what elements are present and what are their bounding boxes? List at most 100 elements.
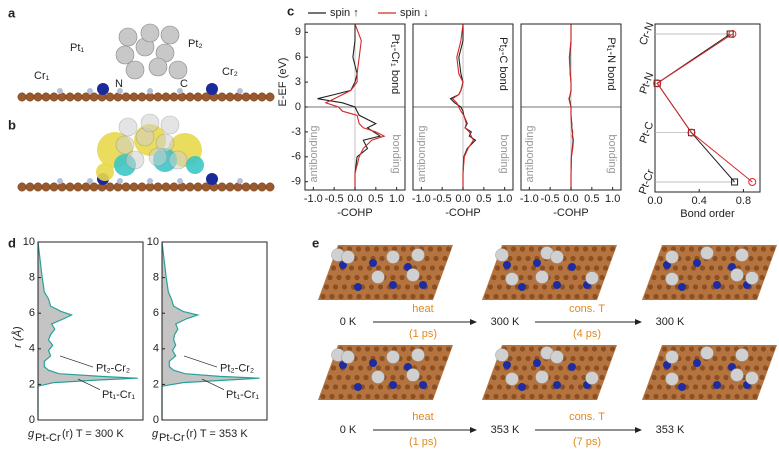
atom	[556, 293, 562, 300]
atom	[681, 365, 688, 371]
atom	[177, 178, 183, 184]
atom	[529, 293, 535, 300]
atom	[129, 182, 139, 192]
step-label: heat	[412, 303, 433, 315]
atom	[113, 182, 123, 192]
atom	[390, 274, 396, 281]
atom	[525, 355, 531, 362]
atom	[361, 355, 367, 362]
atom	[759, 374, 765, 381]
atom	[757, 255, 763, 262]
atom	[426, 274, 432, 281]
plot-frame	[161, 241, 268, 421]
atom	[597, 355, 603, 362]
atom	[17, 92, 27, 102]
atom	[363, 374, 369, 381]
x-tick-label: -0.5	[433, 193, 452, 205]
atom	[241, 92, 251, 102]
x-tick-label: -1.0	[520, 193, 539, 205]
atom	[354, 383, 362, 391]
atom	[723, 374, 729, 381]
atom	[592, 293, 598, 300]
atom	[721, 355, 727, 362]
x-tick-label: 1.0	[389, 193, 404, 205]
atom	[687, 274, 693, 281]
atom	[548, 365, 555, 371]
step-label: cons. T	[569, 303, 605, 315]
atom	[680, 393, 686, 400]
arrowhead	[635, 319, 642, 325]
atom	[565, 393, 571, 400]
x-tick-label: 0.0	[455, 193, 470, 205]
atom	[751, 346, 758, 352]
atom	[693, 359, 701, 367]
atom	[496, 284, 503, 290]
rdf-line	[37, 241, 138, 420]
x-axis-label: -COHP	[445, 207, 480, 219]
atom	[330, 365, 337, 371]
atom	[419, 293, 425, 300]
atom	[564, 246, 571, 252]
atom	[41, 182, 51, 192]
rdf-area	[38, 242, 138, 420]
atom	[696, 374, 702, 381]
atom	[588, 255, 594, 262]
panel-label: e	[312, 235, 319, 250]
atom	[384, 365, 391, 371]
atom	[715, 346, 722, 352]
atom	[361, 255, 367, 262]
x-tick-label: -1.0	[412, 193, 431, 205]
atom	[557, 265, 564, 271]
atom	[597, 255, 603, 262]
atom	[217, 92, 227, 102]
atom	[717, 265, 724, 271]
atom-label: N	[115, 78, 123, 90]
atom	[357, 265, 364, 271]
atom	[734, 393, 740, 400]
atom	[528, 246, 535, 252]
atom	[685, 255, 691, 262]
atom	[538, 293, 544, 300]
atom	[577, 284, 584, 290]
atom	[160, 25, 180, 45]
atom	[233, 92, 243, 102]
temperature: 0 K	[340, 316, 357, 328]
atom	[125, 60, 145, 80]
y-tick-label: 10	[23, 236, 35, 248]
atom	[427, 246, 434, 252]
atom	[375, 265, 382, 271]
atom	[535, 370, 549, 384]
atom	[532, 384, 539, 390]
atom	[735, 348, 749, 362]
atom	[217, 182, 227, 192]
atom	[565, 293, 571, 300]
category-label: Cr-N	[637, 21, 656, 47]
atom	[752, 393, 758, 400]
atom	[696, 274, 702, 281]
cohp-line	[451, 23, 475, 190]
atom	[433, 255, 439, 262]
y-tick-label: 6	[153, 307, 159, 319]
atom	[714, 374, 720, 381]
atom	[87, 88, 93, 94]
atom	[678, 274, 684, 281]
atom	[336, 274, 342, 281]
atom	[572, 374, 578, 381]
atom	[371, 270, 385, 284]
atom	[97, 83, 109, 95]
atom	[559, 284, 566, 290]
atom	[185, 92, 195, 102]
step-label: heat	[412, 411, 433, 423]
atom	[698, 293, 704, 300]
atom	[751, 246, 758, 252]
atom	[436, 346, 443, 352]
atom	[527, 274, 533, 281]
atom	[383, 393, 389, 400]
atom	[168, 60, 188, 80]
region-label: bonding	[606, 134, 618, 173]
plot-frame	[654, 23, 761, 193]
category-label: Pt-C	[638, 120, 657, 145]
atom	[512, 365, 519, 371]
atom	[371, 370, 385, 384]
atom	[147, 88, 153, 94]
